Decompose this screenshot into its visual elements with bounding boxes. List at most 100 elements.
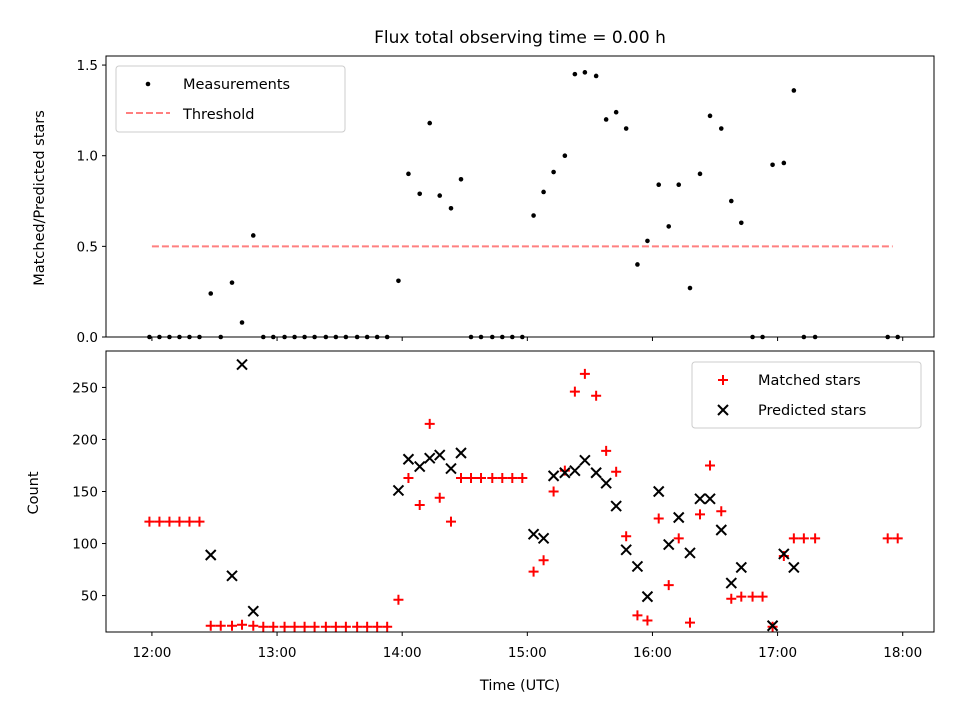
bottom-plot-frame <box>105 350 935 633</box>
matched-star-point <box>653 513 664 524</box>
matched-star-point <box>497 472 508 483</box>
matched-star-point <box>716 506 727 517</box>
measurement-point <box>738 220 744 226</box>
predicted-star-point <box>663 538 675 551</box>
bottom-x-tick-label: 15:00 <box>508 645 547 661</box>
top-y-tick-label: 1.0 <box>77 149 98 165</box>
measurement-point <box>427 120 433 126</box>
measurement-point <box>707 113 713 119</box>
matched-star-point <box>882 533 893 544</box>
measurement-point <box>770 162 775 168</box>
predicted-star-point <box>455 447 467 459</box>
measurement-point <box>551 169 556 175</box>
measurement-point <box>572 71 578 77</box>
legend-measurements-label: Measurements <box>183 77 290 93</box>
predicted-star-point <box>610 500 622 512</box>
bottom-x-tick-label: 12:00 <box>132 645 171 661</box>
matched-star-point <box>695 509 706 520</box>
predicted-star-point <box>226 570 238 582</box>
matched-star-point <box>362 621 373 632</box>
predicted-star-point <box>704 493 716 505</box>
predicted-star-point <box>579 454 591 466</box>
measurement-point <box>697 171 703 177</box>
matched-star-point <box>215 620 226 631</box>
measurement-point <box>635 262 640 267</box>
matched-star-point <box>309 621 320 632</box>
legend-predicted-marker <box>717 404 729 416</box>
legend-predicted-label: Predicted stars <box>758 403 866 419</box>
matched-star-point <box>487 472 498 483</box>
matched-star-point <box>507 472 518 483</box>
predicted-star-point <box>445 462 457 475</box>
measurement-point <box>791 88 797 93</box>
matched-star-point <box>393 594 404 605</box>
matched-star-point <box>299 621 310 632</box>
predicted-star-point <box>600 477 612 489</box>
measurement-point <box>458 176 464 182</box>
top-plot-frame <box>105 55 935 338</box>
measurement-point <box>645 238 650 244</box>
matched-star-point <box>548 486 559 497</box>
measurement-point <box>582 70 588 75</box>
matched-star-point <box>705 460 716 471</box>
matched-star-point <box>642 615 653 626</box>
matched-star-point <box>258 621 269 632</box>
matched-star-point <box>757 591 768 602</box>
matched-star-point <box>788 533 799 544</box>
matched-star-point <box>579 368 590 379</box>
matched-star-point <box>352 621 363 632</box>
matched-star-point <box>330 621 341 632</box>
predicted-star-point <box>547 470 560 482</box>
predicted-star-point <box>424 452 436 464</box>
measurement-point <box>250 233 256 238</box>
plot-layer: 0.0 0.5 1.0 1.5 50 100 150 200 250 12:00 13:00 14:0… <box>72 55 935 661</box>
matched-star-point <box>184 516 195 527</box>
matched-star-point <box>424 418 435 429</box>
measurement-point <box>406 171 411 177</box>
predicted-star-point <box>778 548 790 560</box>
matched-star-point <box>340 621 351 632</box>
matched-star-point <box>414 500 425 511</box>
matched-star-point <box>673 533 684 544</box>
measurement-point <box>229 280 235 285</box>
bottom-y-tick-label: 250 <box>72 380 98 396</box>
matched-star-point <box>632 610 643 621</box>
predicted-star-point <box>590 467 602 479</box>
matched-star-point <box>403 472 414 483</box>
measurement-point <box>396 278 401 284</box>
matched-star-point <box>154 516 165 527</box>
matched-star-point <box>747 591 758 602</box>
predicted-star-point <box>402 453 415 465</box>
predicted-star-point <box>641 590 654 603</box>
measurement-point <box>593 73 599 79</box>
predicted-star-point <box>673 511 685 524</box>
predicted-star-point <box>694 493 706 505</box>
measurement-point <box>656 182 662 188</box>
matched-star-point <box>372 621 383 632</box>
matched-star-point <box>663 580 674 591</box>
predicted-star-point <box>631 560 644 573</box>
matched-star-point <box>517 472 528 483</box>
measurement-point <box>531 213 536 218</box>
matched-star-point <box>726 593 737 604</box>
measurement-point <box>718 126 724 131</box>
predicted-star-point <box>788 561 800 574</box>
legend-matched-label: Matched stars <box>758 373 861 389</box>
predicted-star-point <box>715 524 727 536</box>
measurement-point <box>239 320 245 325</box>
predicted-star-point <box>537 532 550 545</box>
matched-star-point <box>194 516 205 527</box>
predicted-star-point <box>413 460 426 473</box>
matched-star-point <box>227 620 238 631</box>
matched-star-point <box>320 621 331 632</box>
matched-star-point <box>476 472 487 483</box>
bottom-x-tick-label: 14:00 <box>383 645 422 661</box>
matched-star-point <box>684 617 695 628</box>
predicted-star-point <box>684 547 696 559</box>
matched-star-point <box>736 591 747 602</box>
matched-star-point <box>382 621 393 632</box>
bottom-legend: Matched stars Predicted stars <box>691 361 922 429</box>
top-y-tick-label: 1.5 <box>77 58 98 74</box>
matched-star-point <box>164 516 175 527</box>
bottom-y-tick-label: 50 <box>81 589 98 605</box>
